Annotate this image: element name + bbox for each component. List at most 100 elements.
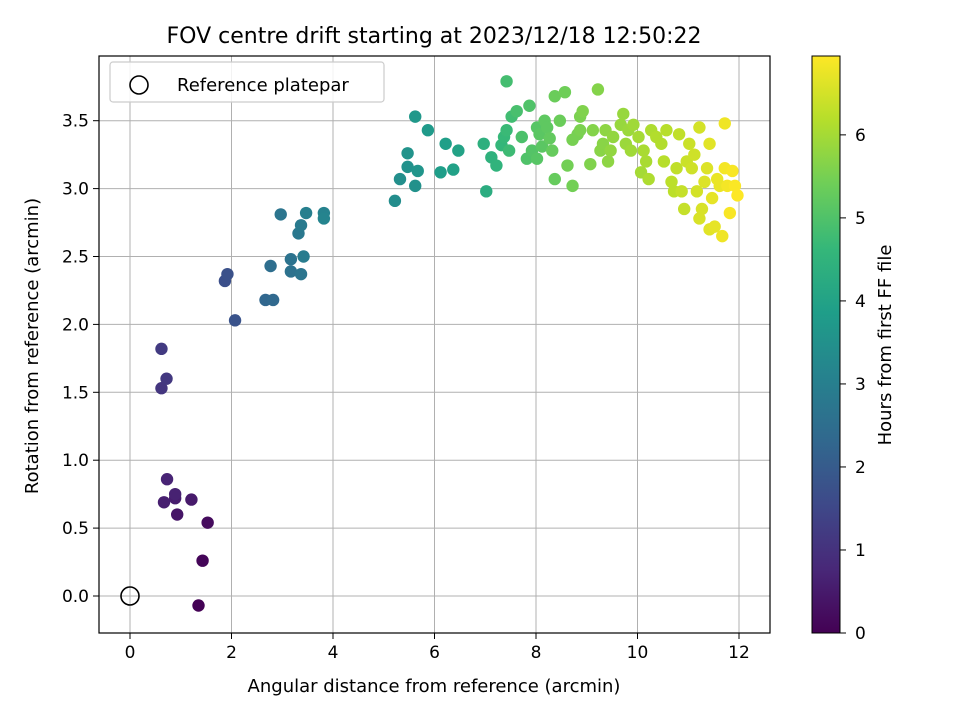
legend: Reference platepar [109, 61, 385, 103]
data-point [228, 314, 242, 327]
y-tick-label: 1.0 [62, 451, 89, 471]
data-point [480, 185, 493, 198]
data-point [573, 124, 587, 137]
data-point [548, 172, 561, 186]
data-point [726, 164, 739, 178]
data-point [185, 493, 198, 506]
data-point [523, 99, 536, 112]
data-point [500, 75, 513, 88]
colorbar-tick-label: 4 [855, 292, 866, 312]
data-point [561, 159, 574, 172]
data-point [566, 179, 579, 193]
data-point [284, 265, 298, 278]
y-tick-label: 0.5 [62, 519, 89, 539]
data-point [266, 293, 280, 307]
data-point [586, 124, 600, 137]
data-point [155, 382, 168, 395]
legend-marker [129, 75, 149, 95]
data-point [535, 140, 549, 153]
y-tick-label: 2.5 [62, 248, 89, 268]
data-point [447, 163, 460, 176]
colorbar-tick-label: 1 [855, 541, 866, 561]
y-tick-label: 0.0 [62, 587, 89, 607]
data-point [196, 554, 209, 567]
colorbar-tick-label: 5 [855, 209, 866, 229]
data-point [683, 137, 696, 150]
colorbar-tick-label: 3 [855, 375, 866, 395]
x-tick-label: 8 [531, 643, 542, 663]
data-point [168, 487, 182, 501]
reference-point-marker [120, 586, 140, 606]
data-point [221, 267, 234, 281]
data-point [160, 473, 174, 486]
colorbar-label: Hours from first FF file [875, 245, 896, 446]
data-point [700, 162, 714, 175]
grid-lines [99, 56, 770, 633]
data-point [672, 128, 686, 141]
data-point [157, 496, 171, 509]
data-point [317, 212, 331, 225]
data-point [690, 185, 704, 198]
data-point [558, 85, 572, 99]
data-point [546, 144, 559, 157]
colorbar-tick-label: 2 [855, 458, 866, 478]
x-axis-label: Angular distance from reference (arcmin) [248, 676, 621, 697]
data-point [421, 124, 435, 137]
data-point [688, 148, 701, 161]
data-point [548, 90, 561, 103]
data-point [500, 124, 513, 137]
data-point [553, 114, 567, 127]
scatter-points [155, 75, 744, 612]
data-point [685, 162, 699, 175]
data-point [409, 179, 422, 193]
data-point [576, 104, 589, 118]
x-tick-label: 0 [125, 643, 136, 663]
data-point [693, 121, 706, 134]
colorbar-tick-label: 0 [855, 624, 866, 644]
data-point [695, 202, 709, 216]
colorbar-tick-label: 6 [855, 126, 866, 146]
data-point [264, 259, 277, 273]
y-tick-label: 2.0 [62, 315, 89, 335]
data-point [639, 155, 653, 168]
data-point [409, 110, 422, 123]
data-point [584, 157, 597, 171]
data-point [155, 342, 168, 356]
x-tick-label: 6 [429, 643, 440, 663]
data-point [718, 117, 731, 130]
data-point [665, 175, 678, 189]
y-tick-label: 3.5 [62, 112, 89, 132]
y-tick-label: 1.5 [62, 383, 89, 403]
data-point [708, 220, 721, 233]
data-point [452, 144, 465, 157]
data-point [160, 372, 173, 385]
data-point [540, 121, 554, 134]
data-point [675, 185, 688, 198]
data-point [515, 130, 528, 144]
y-axis-label: Rotation from reference (arcmin) [22, 198, 43, 494]
data-point [411, 164, 424, 178]
data-point [502, 144, 516, 157]
data-point [530, 152, 544, 165]
data-point [297, 250, 310, 263]
data-point [660, 124, 673, 137]
data-point [624, 144, 638, 157]
data-point [670, 162, 683, 175]
legend-box [109, 61, 385, 103]
data-point [294, 267, 308, 281]
data-point [299, 206, 313, 220]
data-point [655, 137, 668, 150]
data-point [192, 599, 205, 612]
data-point [604, 144, 617, 157]
data-point [705, 191, 719, 205]
data-point [698, 175, 711, 189]
data-point [627, 118, 640, 131]
data-point [170, 508, 184, 521]
data-point [284, 253, 298, 266]
data-point [632, 130, 645, 144]
data-point [716, 229, 729, 243]
data-point [439, 137, 452, 150]
y-axis-ticks: 0.0 0.5 1.0 1.5 2.0 2.5 3.0 3.5 [62, 112, 99, 607]
data-point [617, 107, 630, 121]
